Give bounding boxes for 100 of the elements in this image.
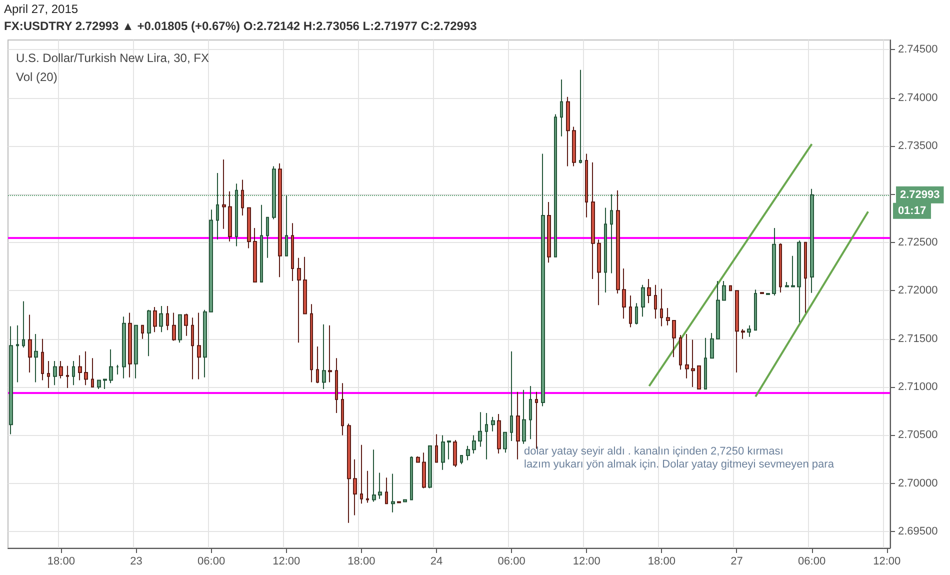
candlestick	[497, 414, 501, 454]
candlestick	[209, 209, 213, 312]
candlestick	[216, 172, 219, 240]
candlestick	[510, 350, 513, 442]
candlestick	[622, 268, 626, 320]
candlestick	[516, 391, 520, 460]
candlestick	[491, 416, 495, 432]
candlestick	[572, 126, 576, 167]
candlestick	[203, 309, 207, 378]
candlestick	[41, 338, 44, 381]
x-tick-label: 06:00	[198, 556, 226, 568]
candlestick	[285, 194, 288, 256]
candlestick	[629, 294, 632, 328]
candlestick	[566, 96, 570, 167]
candlestick	[297, 257, 301, 344]
candlestick	[460, 454, 463, 465]
candlestick	[178, 314, 182, 344]
y-tick-label: 2.72000	[898, 284, 938, 297]
ref-line-label: 2.72993	[900, 188, 940, 201]
candlestick	[59, 360, 63, 379]
candlestick	[134, 324, 138, 379]
candlestick	[197, 312, 201, 380]
candlestick	[554, 114, 557, 258]
annotation: lazım yukarı yön almak için. Dolar yatay gitmeyi sevmeyen para	[524, 458, 835, 470]
y-tick-label: 2.71000	[898, 381, 938, 394]
candlestick	[666, 307, 670, 326]
x-tick-label: 06:00	[798, 556, 826, 568]
candlestick	[641, 284, 645, 318]
candlestick	[604, 207, 607, 294]
candlestick	[403, 499, 407, 502]
candlestick	[9, 326, 13, 435]
candlestick	[478, 412, 482, 448]
candlestick	[166, 306, 169, 331]
candlestick	[710, 332, 714, 359]
candlestick	[453, 440, 457, 468]
candlestick	[28, 314, 32, 374]
candlestick	[810, 188, 814, 294]
candlestick	[347, 423, 351, 524]
candlestick	[691, 339, 695, 388]
candlestick	[647, 278, 651, 304]
candlestick	[385, 477, 388, 504]
x-tick-label: 12:00	[572, 556, 600, 568]
candlestick	[47, 360, 50, 388]
candlestick	[109, 348, 113, 384]
candlestick	[303, 256, 307, 314]
candlestick	[441, 434, 445, 470]
candlestick	[741, 328, 745, 340]
x-tick-label: 18:00	[47, 556, 75, 568]
candlestick	[416, 456, 420, 463]
candlestick	[97, 380, 101, 390]
candlestick	[772, 227, 776, 296]
candlestick	[184, 313, 188, 336]
text: U.S. Dollar/Turkish New Lira, 30, FX	[16, 51, 209, 65]
y-tick-label: 2.71500	[898, 332, 938, 345]
candlestick	[466, 445, 470, 461]
candlestick	[729, 285, 732, 292]
candlestick	[435, 434, 438, 463]
candlestick	[316, 346, 319, 384]
candlestick	[53, 360, 57, 386]
candlestick	[585, 153, 588, 218]
candlestick	[785, 281, 789, 288]
candlestick	[704, 337, 707, 390]
y-tick-label: 2.74500	[898, 44, 938, 56]
candlestick	[660, 288, 663, 327]
candlestick	[366, 470, 369, 504]
candlestick	[754, 289, 757, 331]
x-tick-label: 12:00	[272, 556, 300, 568]
candlestick	[597, 239, 601, 306]
y-tick-label: 2.72500	[898, 236, 938, 248]
candlestick	[91, 358, 94, 388]
candlestick	[241, 179, 244, 216]
candlestick	[260, 204, 263, 282]
candlestick	[654, 284, 657, 320]
candlestick	[278, 162, 282, 278]
candlestick	[66, 365, 69, 388]
candlestick	[697, 365, 701, 390]
candlestick	[122, 316, 126, 379]
candlestick	[335, 358, 338, 414]
y-tick-label: 2.74000	[898, 92, 938, 104]
candlestick	[679, 334, 682, 370]
candlestick	[779, 242, 782, 294]
candlestick	[22, 300, 25, 348]
candlestick	[428, 445, 432, 489]
candlestick	[272, 166, 276, 220]
x-tick-label: 27	[730, 556, 743, 568]
y-tick-label: 2.70000	[898, 477, 938, 490]
candlestick	[16, 324, 19, 383]
candlestick	[103, 378, 107, 390]
candlestick	[159, 306, 163, 333]
candlestick	[310, 304, 313, 383]
candlestick	[116, 364, 119, 375]
candlestick	[353, 458, 357, 516]
candlestick	[84, 350, 88, 386]
candlestick	[378, 472, 382, 500]
x-tick-label: 18:00	[648, 556, 676, 568]
candlestick	[322, 324, 326, 390]
candlestick	[791, 255, 795, 288]
candlestick	[522, 389, 526, 444]
candlestick	[503, 432, 507, 454]
candlestick	[447, 440, 451, 460]
